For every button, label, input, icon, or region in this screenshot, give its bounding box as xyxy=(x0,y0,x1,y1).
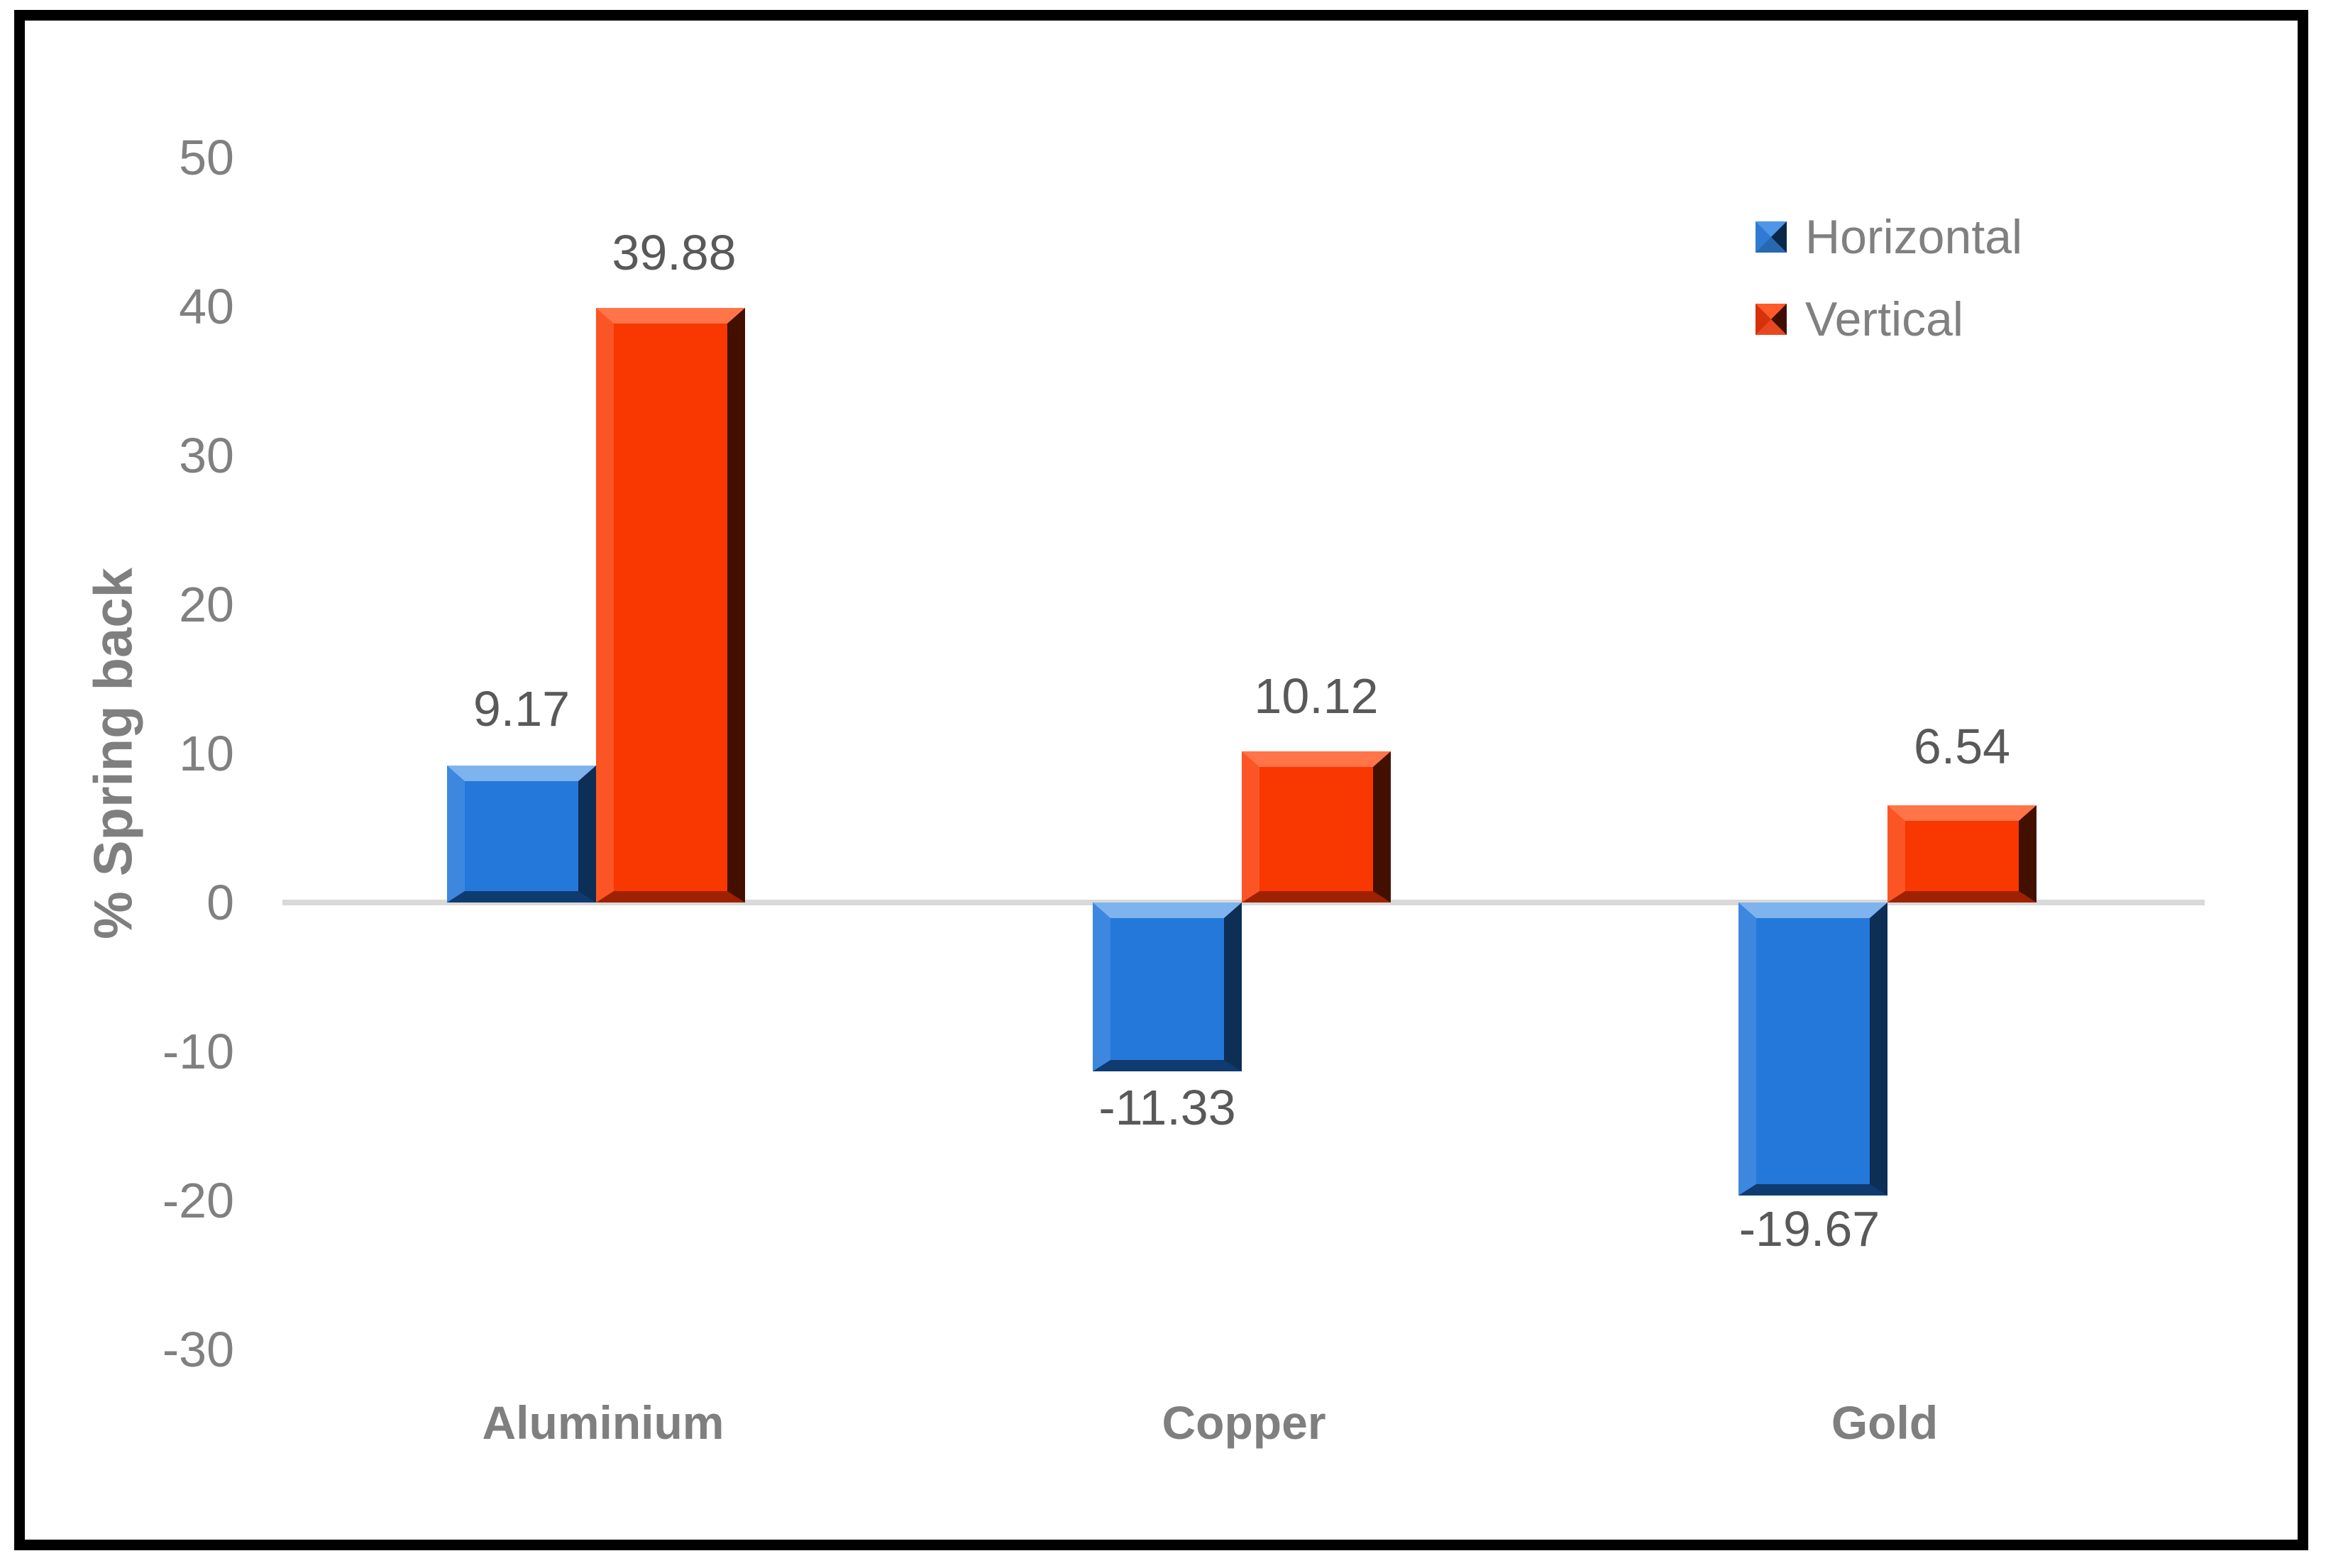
data-label-aluminium-vertical: 39.88 xyxy=(612,225,737,280)
bar-gold-vertical xyxy=(1887,805,2036,902)
legend-label-horizontal: Horizontal xyxy=(1805,210,2023,264)
bar-copper-horizontal xyxy=(1093,902,1242,1071)
y-tick-label: 50 xyxy=(179,130,234,185)
bar-gold-horizontal xyxy=(1738,902,1887,1196)
legend-item-horizontal: Horizontal xyxy=(1755,205,2022,269)
bar-aluminium-horizontal xyxy=(447,766,596,902)
bar-copper-vertical xyxy=(1242,751,1391,902)
y-tick-label: 20 xyxy=(179,577,234,632)
data-label-gold-horizontal: -19.67 xyxy=(1738,1201,1880,1257)
chart-outer-border xyxy=(14,10,2308,1550)
zero-gridline xyxy=(282,900,2205,905)
category-label-gold: Gold xyxy=(1831,1396,1939,1449)
y-tick-label: 30 xyxy=(179,428,234,483)
legend-label-vertical: Vertical xyxy=(1805,292,1963,346)
y-tick-label: 0 xyxy=(206,875,234,930)
y-tick-label: 10 xyxy=(179,726,234,781)
category-label-aluminium: Aluminium xyxy=(482,1396,724,1449)
category-label-copper: Copper xyxy=(1162,1396,1326,1449)
data-label-copper-vertical: 10.12 xyxy=(1254,668,1379,724)
bar-aluminium-vertical xyxy=(596,308,745,902)
y-tick-label: -10 xyxy=(162,1024,234,1079)
legend-swatch-vertical-icon xyxy=(1755,304,1787,335)
legend-swatch-horizontal-icon xyxy=(1755,221,1787,253)
legend-item-vertical: Vertical xyxy=(1755,287,1963,351)
y-tick-label: -20 xyxy=(162,1173,234,1228)
y-tick-label: 40 xyxy=(179,279,234,334)
data-label-copper-horizontal: -11.33 xyxy=(1098,1080,1236,1135)
data-label-aluminium-horizontal: 9.17 xyxy=(473,681,571,736)
data-label-gold-vertical: 6.54 xyxy=(1913,719,2011,774)
y-tick-label: -30 xyxy=(162,1322,234,1377)
